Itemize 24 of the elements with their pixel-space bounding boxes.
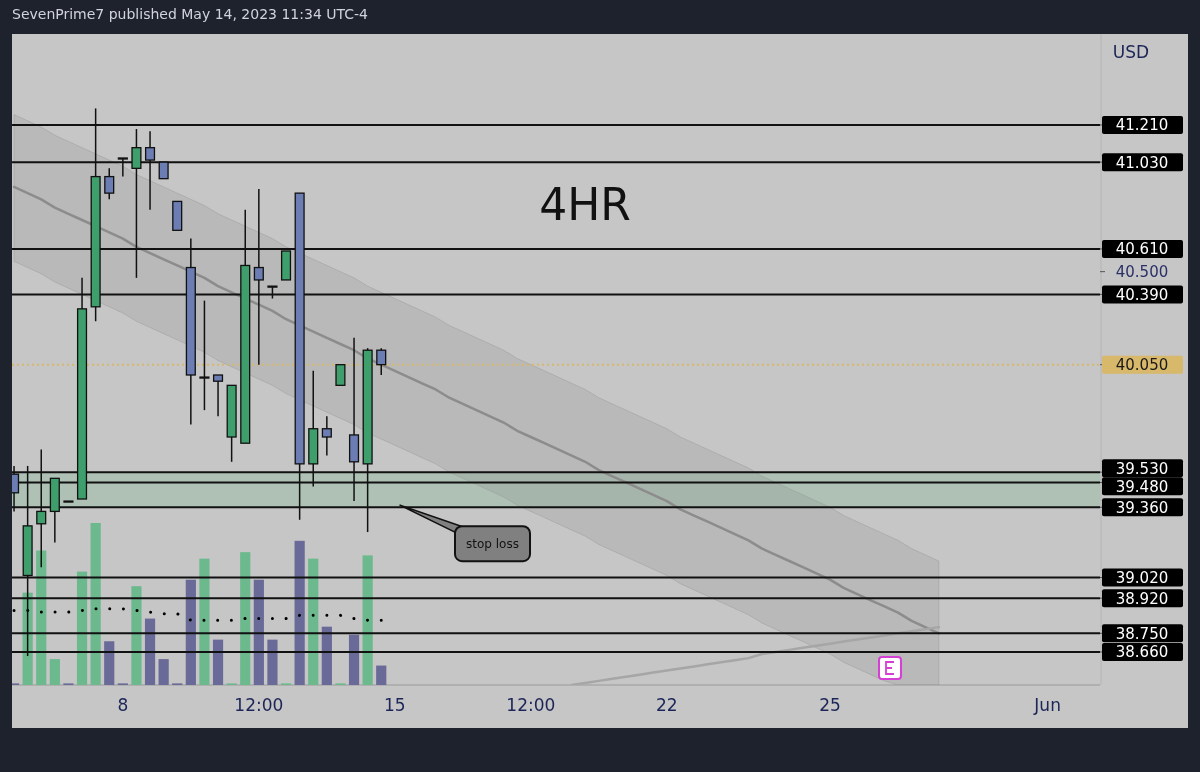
- x-tick-label: Jun: [1033, 695, 1061, 715]
- y-tick-label: 39.480: [1115, 477, 1169, 496]
- y-tick-label: 39.020: [1115, 568, 1169, 587]
- y-tick-label: 39.360: [1115, 498, 1169, 517]
- y-tick-label: 40.500: [1115, 262, 1169, 281]
- x-tick-label: 15: [384, 695, 406, 715]
- y-tick-label: 40.610: [1115, 240, 1169, 259]
- chart-title: SevenPrime7 published May 14, 2023 11:34 UTC-4: [12, 6, 369, 22]
- y-tick-label: 41.030: [1115, 153, 1169, 172]
- y-tick-label: 38.920: [1115, 589, 1169, 608]
- y-tick-label: 39.530: [1115, 459, 1169, 478]
- y-tick-label: 41.210: [1115, 116, 1169, 135]
- x-tick-label: 25: [819, 695, 841, 715]
- y-axis-title: USD: [1112, 42, 1150, 62]
- y-tick-label: 38.660: [1115, 643, 1169, 662]
- y-tick-label: 38.750: [1115, 624, 1169, 643]
- annotation: stop loss: [466, 536, 519, 551]
- y-tick-label: 40.390: [1115, 285, 1169, 304]
- annotation: 4HR: [539, 179, 631, 231]
- x-tick-label: 12:00: [234, 695, 284, 715]
- y-tick-label: 40.050: [1115, 356, 1169, 375]
- x-tick-label: 8: [117, 695, 129, 715]
- x-tick-label: 12:00: [506, 695, 556, 715]
- x-tick-label: 22: [656, 695, 678, 715]
